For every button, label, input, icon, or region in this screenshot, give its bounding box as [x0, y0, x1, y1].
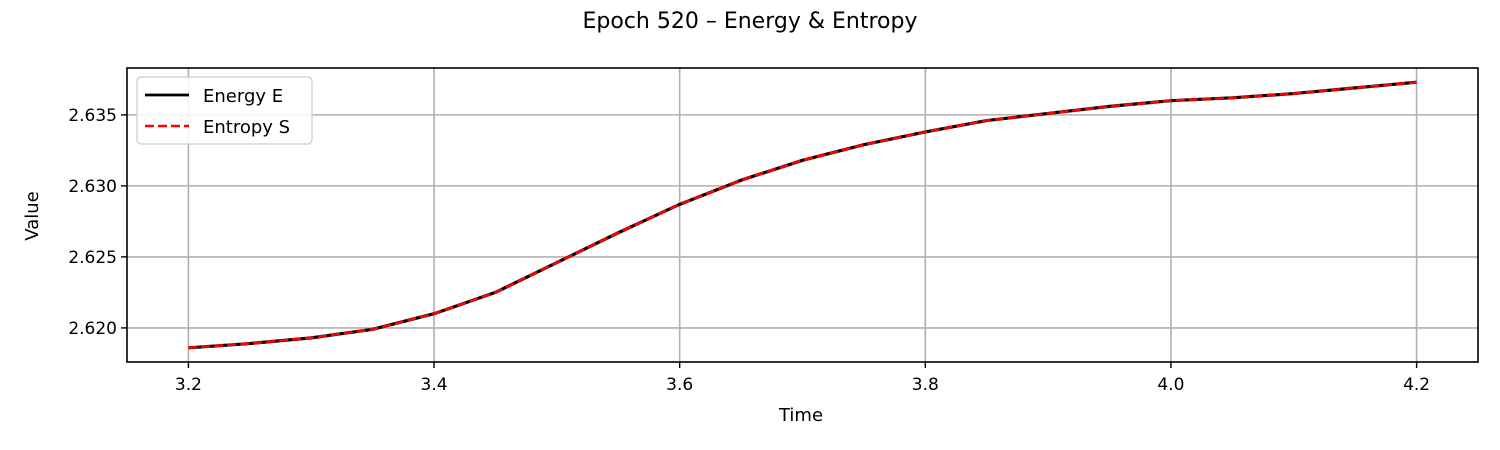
x-tick-label: 4.2 — [1403, 375, 1430, 395]
x-tick-label: 3.6 — [666, 375, 693, 395]
y-tick-label: 2.620 — [68, 319, 117, 339]
x-axis-label: Time — [778, 405, 823, 426]
legend: Energy E Entropy S — [136, 76, 313, 145]
series-lines — [188, 80, 1417, 350]
x-tick-label: 3.2 — [175, 375, 202, 395]
legend-label-energy: Energy E — [203, 86, 283, 107]
x-tick-label: 4.0 — [1157, 375, 1184, 395]
plot-frame — [126, 67, 1479, 363]
x-tick-label: 3.4 — [421, 375, 448, 395]
legend-label-entropy: Entropy S — [203, 117, 290, 138]
axis-ticks: 3.2 3.4 3.6 3.8 4.0 4.2 2.620 2.625 2.630 2.635 — [68, 106, 1430, 395]
x-tick-label: 3.8 — [912, 375, 939, 395]
y-tick-label: 2.630 — [68, 177, 117, 197]
chart-title: Epoch 520 – Energy & Entropy — [583, 9, 918, 34]
grid — [127, 68, 1478, 362]
y-tick-label: 2.625 — [68, 248, 117, 268]
y-tick-label: 2.635 — [68, 106, 117, 126]
y-axis-label: Value — [22, 191, 43, 240]
series-line-entropy — [188, 80, 1417, 350]
series-line-energy — [188, 80, 1417, 350]
